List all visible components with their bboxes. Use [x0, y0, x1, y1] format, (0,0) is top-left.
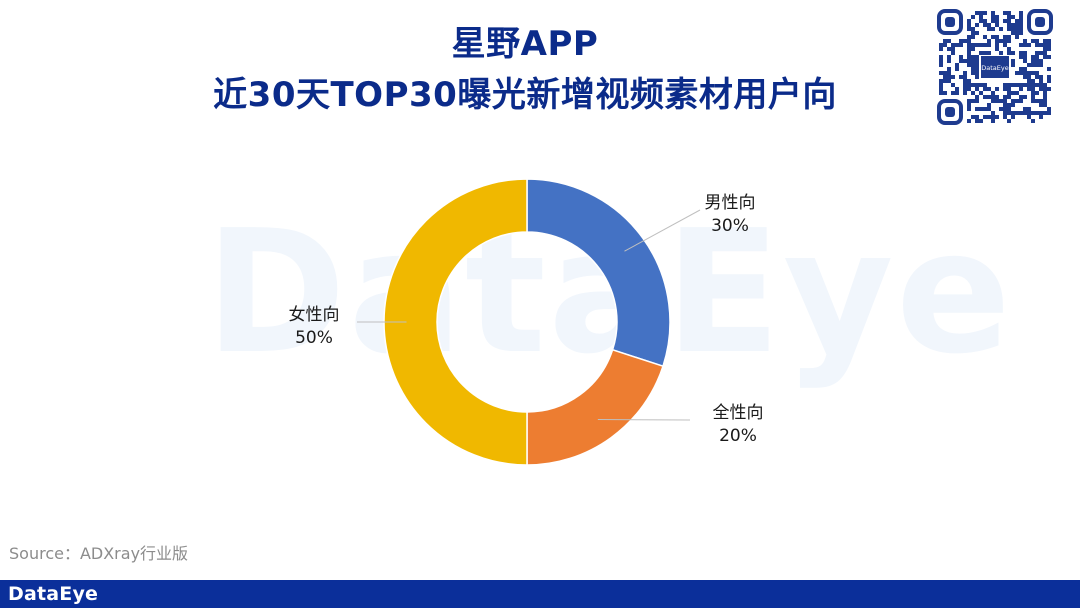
source-note: Source：ADXray行业版	[9, 544, 189, 563]
leader-line-2	[597, 418, 691, 421]
slice-value-label-2: 20%	[719, 426, 757, 446]
slice-category-label-3: 女性向	[289, 305, 340, 325]
pie-slice-1	[526, 178, 671, 368]
qr-code-icon: DataEye	[936, 8, 1054, 126]
slice-category-label-1: 男性向	[705, 193, 756, 213]
qr-brand-label: DataEye	[981, 64, 1008, 72]
pie-slice-2	[526, 348, 664, 466]
pie-slice-3	[383, 178, 528, 466]
chart-title-line2: 近30天TOP30曝光新增视频素材用户向	[213, 75, 837, 115]
slice-value-label-1: 30%	[711, 216, 749, 236]
slice-category-label-2: 全性向	[713, 403, 764, 423]
slice-value-label-3: 50%	[295, 328, 333, 348]
chart-title-line1: 星野APP	[451, 24, 599, 64]
footer-bar: DataEye	[0, 580, 1080, 608]
leader-line-1	[624, 209, 701, 252]
footer-logo: DataEye	[8, 583, 99, 605]
